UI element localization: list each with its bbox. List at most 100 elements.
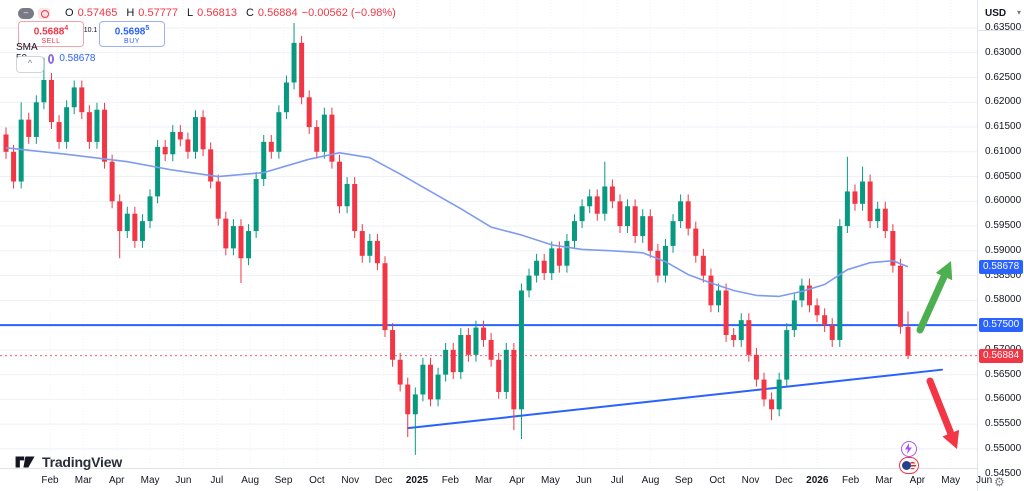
candle-body	[867, 181, 873, 222]
price-tick-label: 0.59500	[985, 220, 1022, 232]
price-tick-label: 0.61500	[985, 121, 1022, 133]
price-tick-label: 0.60500	[985, 170, 1022, 182]
candle-body	[268, 141, 274, 152]
candle-body	[860, 181, 866, 204]
buy-price: 0.5698	[114, 26, 146, 38]
low-value: 0.56813	[197, 7, 237, 19]
candle-body	[761, 379, 767, 400]
candle-body	[731, 335, 737, 340]
candle-body	[337, 161, 343, 207]
candle-body	[799, 285, 805, 301]
candle-body	[306, 97, 312, 128]
price-tick-label: 0.55000	[985, 442, 1022, 454]
high-value: 0.57777	[138, 7, 179, 19]
time-tick-label: Aug	[241, 475, 260, 486]
down-arrow-annotation	[926, 377, 960, 449]
candle-body	[541, 260, 547, 274]
candle-body	[844, 191, 850, 227]
minimize-icon[interactable]: –	[18, 7, 34, 19]
buy-label: BUY	[124, 38, 140, 46]
candle-body	[246, 231, 252, 259]
candle-body	[117, 201, 123, 232]
candle-body	[86, 112, 92, 142]
candle-body	[572, 221, 577, 241]
price-tick-label: 0.59000	[985, 244, 1022, 256]
candle-body	[94, 109, 100, 142]
candle-body	[678, 201, 684, 222]
spread-label: 10.1	[83, 27, 98, 34]
candle-body	[632, 206, 638, 236]
candle-body	[397, 359, 403, 385]
candle-body	[897, 265, 903, 327]
candle-body	[806, 285, 812, 306]
candle-body	[556, 248, 562, 266]
candle-body	[155, 146, 161, 197]
candle-body	[602, 186, 608, 214]
lightning-badge-icon[interactable]	[901, 441, 917, 457]
gear-icon[interactable]: ⚙	[994, 475, 1005, 489]
price-axis[interactable]: USD ▾ 0.63500 0.63000 0.62500 0.62000 0.6150…	[977, 0, 1024, 491]
time-tick-label: 2025	[405, 475, 429, 486]
price-badge: 0.57500	[979, 318, 1024, 333]
candle-body	[496, 359, 502, 392]
open-value: 0.57465	[77, 7, 118, 19]
collapse-pane-button[interactable]: ^	[16, 56, 44, 73]
currency-pair-flags-icon[interactable]	[899, 457, 919, 474]
candle-body	[132, 213, 138, 241]
candle-body	[822, 315, 828, 326]
close-label: C	[245, 7, 254, 19]
candle-body	[746, 320, 752, 355]
candle-body	[890, 231, 896, 266]
candle-body	[71, 87, 77, 108]
time-tick-label: Apr	[108, 475, 125, 486]
time-tick-label: Oct	[709, 475, 725, 486]
time-axis[interactable]: Feb Mar Apr May Jun Jul Aug Sep Oct Nov Dec 2025 Feb…	[0, 468, 992, 491]
price-badge: 0.56884	[979, 348, 1024, 363]
sell-button[interactable]: 0.56884 SELL	[18, 21, 84, 47]
time-tick-label: Nov	[741, 475, 760, 486]
candle-body	[738, 320, 744, 340]
candle-body	[11, 151, 17, 182]
candle-body	[276, 112, 282, 152]
candle-body	[488, 339, 494, 360]
candle-body	[193, 117, 198, 152]
candle-body	[208, 149, 214, 182]
candle-body	[465, 335, 471, 355]
time-tick-label: Mar	[875, 475, 893, 486]
candle-body	[162, 146, 168, 155]
candle-body	[329, 114, 335, 162]
price-tick-label: 0.54500	[985, 467, 1022, 479]
buy-button[interactable]: 0.56985 BUY	[99, 21, 165, 47]
indicator-settings-icon[interactable]	[47, 53, 55, 64]
candle-body	[518, 290, 524, 410]
time-tick-label: Feb	[41, 475, 59, 486]
sell-label: SELL	[41, 38, 61, 46]
candle-body	[450, 349, 456, 373]
time-tick-label: May	[140, 475, 160, 486]
candle-body	[367, 240, 373, 256]
candle-body	[253, 179, 259, 232]
candle-body	[503, 349, 509, 392]
tradingview-logo[interactable]: TradingView	[14, 452, 122, 472]
candle-body	[609, 186, 615, 202]
candlestick-chart[interactable]	[0, 0, 977, 468]
candle-body	[640, 216, 646, 236]
candle-body	[352, 183, 358, 232]
time-tick-label: Aug	[641, 475, 660, 486]
candle-body	[223, 218, 229, 249]
market-status-icon[interactable]	[38, 7, 50, 19]
candle-body	[594, 196, 600, 214]
candle-body	[238, 226, 244, 259]
candle-body	[564, 240, 570, 266]
currency-selector[interactable]: USD ▾	[978, 0, 1024, 31]
candle-body	[549, 248, 555, 274]
price-badge: 0.58678	[979, 259, 1024, 274]
low-label: L	[187, 7, 194, 19]
sell-price-sup: 4	[64, 25, 69, 32]
candle-body	[283, 82, 289, 113]
candle-body	[139, 221, 145, 241]
trend-line	[407, 368, 943, 430]
close-value: 0.56884	[257, 7, 298, 19]
time-tick-label: Mar	[475, 475, 493, 486]
candle-body	[647, 216, 653, 251]
